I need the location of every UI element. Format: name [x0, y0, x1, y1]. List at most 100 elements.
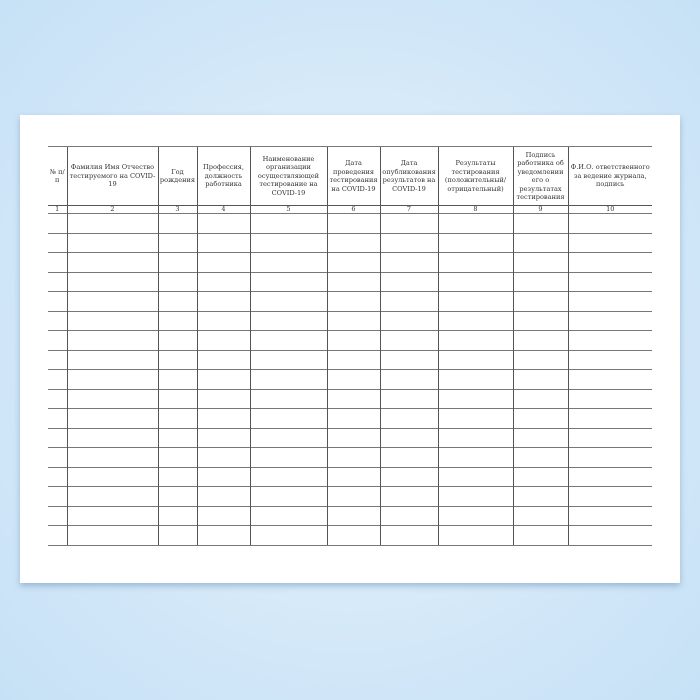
- table-cell[interactable]: [567, 369, 652, 389]
- table-cell[interactable]: [249, 310, 327, 331]
- table-cell[interactable]: [196, 505, 250, 526]
- table-cell[interactable]: [249, 388, 327, 409]
- table-cell[interactable]: [437, 505, 513, 526]
- table-cell[interactable]: [326, 213, 380, 233]
- table-cell[interactable]: [326, 505, 380, 526]
- table-cell[interactable]: [379, 232, 438, 253]
- table-cell[interactable]: [48, 330, 67, 350]
- table-cell[interactable]: [437, 486, 513, 506]
- table-cell[interactable]: [249, 447, 327, 467]
- table-cell[interactable]: [157, 427, 197, 448]
- table-cell[interactable]: [437, 466, 513, 487]
- table-cell[interactable]: [249, 330, 327, 350]
- table-cell[interactable]: [326, 291, 380, 311]
- table-cell[interactable]: [512, 232, 568, 253]
- table-cell[interactable]: [66, 310, 158, 331]
- table-cell[interactable]: [66, 427, 158, 448]
- table-cell[interactable]: [157, 252, 197, 272]
- table-cell[interactable]: [567, 505, 652, 526]
- table-cell[interactable]: [48, 213, 67, 233]
- table-cell[interactable]: [66, 486, 158, 506]
- table-cell[interactable]: [48, 466, 67, 487]
- table-cell[interactable]: [326, 486, 380, 506]
- table-cell[interactable]: [567, 466, 652, 487]
- table-cell[interactable]: [249, 486, 327, 506]
- table-cell[interactable]: [512, 213, 568, 233]
- table-cell[interactable]: [567, 232, 652, 253]
- table-cell[interactable]: [379, 525, 438, 546]
- table-cell[interactable]: [567, 349, 652, 370]
- table-cell[interactable]: [157, 349, 197, 370]
- table-cell[interactable]: [48, 291, 67, 311]
- table-cell[interactable]: [48, 310, 67, 331]
- table-cell[interactable]: [567, 310, 652, 331]
- table-cell[interactable]: [249, 525, 327, 546]
- table-cell[interactable]: [196, 232, 250, 253]
- table-cell[interactable]: [249, 213, 327, 233]
- table-cell[interactable]: [196, 408, 250, 428]
- table-cell[interactable]: [326, 525, 380, 546]
- table-cell[interactable]: [196, 466, 250, 487]
- table-cell[interactable]: [567, 330, 652, 350]
- table-cell[interactable]: [512, 427, 568, 448]
- table-cell[interactable]: [326, 232, 380, 253]
- table-cell[interactable]: [48, 525, 67, 546]
- table-cell[interactable]: [66, 330, 158, 350]
- table-cell[interactable]: [512, 252, 568, 272]
- table-cell[interactable]: [379, 271, 438, 292]
- table-cell[interactable]: [196, 310, 250, 331]
- table-cell[interactable]: [379, 330, 438, 350]
- table-cell[interactable]: [157, 330, 197, 350]
- table-cell[interactable]: [326, 466, 380, 487]
- table-cell[interactable]: [379, 369, 438, 389]
- table-cell[interactable]: [66, 271, 158, 292]
- table-cell[interactable]: [157, 466, 197, 487]
- table-cell[interactable]: [437, 349, 513, 370]
- table-cell[interactable]: [326, 408, 380, 428]
- table-cell[interactable]: [48, 271, 67, 292]
- table-cell[interactable]: [196, 486, 250, 506]
- table-cell[interactable]: [567, 213, 652, 233]
- table-cell[interactable]: [66, 525, 158, 546]
- table-cell[interactable]: [157, 369, 197, 389]
- table-cell[interactable]: [48, 486, 67, 506]
- table-cell[interactable]: [437, 291, 513, 311]
- table-cell[interactable]: [157, 291, 197, 311]
- table-cell[interactable]: [437, 310, 513, 331]
- table-cell[interactable]: [249, 408, 327, 428]
- table-cell[interactable]: [48, 447, 67, 467]
- table-cell[interactable]: [437, 271, 513, 292]
- table-cell[interactable]: [326, 388, 380, 409]
- table-cell[interactable]: [567, 388, 652, 409]
- table-cell[interactable]: [157, 505, 197, 526]
- table-cell[interactable]: [196, 291, 250, 311]
- table-cell[interactable]: [437, 369, 513, 389]
- table-cell[interactable]: [512, 447, 568, 467]
- table-cell[interactable]: [512, 486, 568, 506]
- table-cell[interactable]: [567, 408, 652, 428]
- table-cell[interactable]: [379, 447, 438, 467]
- table-cell[interactable]: [249, 349, 327, 370]
- table-cell[interactable]: [326, 369, 380, 389]
- table-cell[interactable]: [379, 291, 438, 311]
- table-cell[interactable]: [567, 271, 652, 292]
- table-cell[interactable]: [66, 466, 158, 487]
- table-cell[interactable]: [512, 310, 568, 331]
- table-cell[interactable]: [196, 349, 250, 370]
- table-cell[interactable]: [567, 252, 652, 272]
- table-cell[interactable]: [249, 271, 327, 292]
- table-cell[interactable]: [48, 369, 67, 389]
- table-cell[interactable]: [567, 427, 652, 448]
- table-cell[interactable]: [512, 291, 568, 311]
- table-cell[interactable]: [196, 213, 250, 233]
- table-cell[interactable]: [326, 330, 380, 350]
- table-cell[interactable]: [48, 252, 67, 272]
- table-cell[interactable]: [66, 213, 158, 233]
- table-cell[interactable]: [379, 408, 438, 428]
- table-cell[interactable]: [196, 271, 250, 292]
- table-cell[interactable]: [379, 388, 438, 409]
- table-cell[interactable]: [157, 213, 197, 233]
- table-cell[interactable]: [567, 447, 652, 467]
- table-cell[interactable]: [196, 252, 250, 272]
- table-cell[interactable]: [512, 349, 568, 370]
